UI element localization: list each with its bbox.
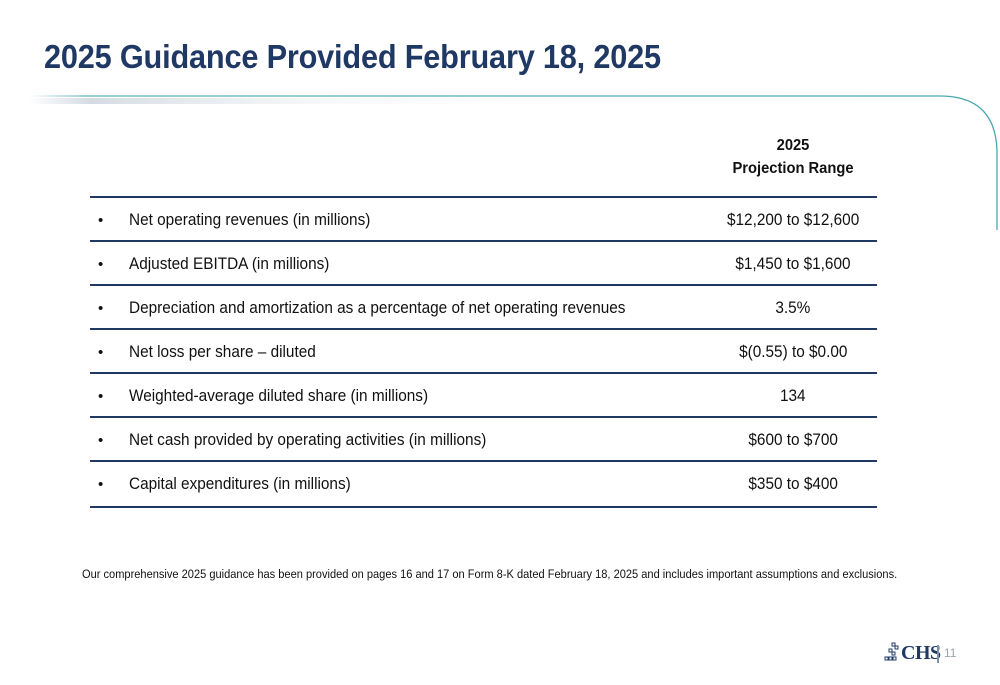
chs-logo-building-icon [884,642,899,661]
column-header-label: Projection Range [732,160,854,177]
table-row: • Net cash provided by operating activit… [90,416,877,460]
logo-divider [937,645,939,663]
row-label: Net cash provided by operating activitie… [129,431,487,449]
row-label: Net loss per share – diluted [129,343,316,361]
bullet: • [98,212,104,229]
row-value: $(0.55) to $0.00 [738,343,848,361]
bullet: • [98,344,104,361]
row-value: 134 [780,387,806,405]
table-row: • Depreciation and amortization as a per… [90,284,877,328]
row-label: Weighted-average diluted share (in milli… [129,387,429,405]
chs-logo-text: CHS [901,642,941,664]
row-label: Adjusted EBITDA (in millions) [129,255,330,273]
slide-title: 2025 Guidance Provided February 18, 2025 [44,38,661,75]
row-label: Capital expenditures (in millions) [129,475,351,493]
table-row: • Net loss per share – diluted $(0.55) t… [90,328,877,372]
table-row: • Weighted-average diluted share (in mil… [90,372,877,416]
table-row: • Net operating revenues (in millions) $… [90,196,877,240]
column-header-projection-range: 2025 Projection Range [700,134,886,180]
row-label: Depreciation and amortization as a perce… [129,299,626,317]
table-row: • Capital expenditures (in millions) $35… [90,460,877,508]
bullet: • [98,256,104,273]
row-value: $600 to $700 [748,431,838,449]
bullet: • [98,388,104,405]
row-value: $12,200 to $12,600 [726,211,860,229]
row-value: $350 to $400 [748,475,838,493]
footnote: Our comprehensive 2025 guidance has been… [82,567,898,581]
bullet: • [98,300,104,317]
page-number: 11 [944,646,957,660]
guidance-table: • Net operating revenues (in millions) $… [90,196,877,508]
bullet: • [98,476,104,493]
row-value: 3.5% [775,299,811,317]
row-value: $1,450 to $1,600 [735,255,851,273]
row-label: Net operating revenues (in millions) [129,211,371,229]
table-row: • Adjusted EBITDA (in millions) $1,450 t… [90,240,877,284]
bullet: • [98,432,104,449]
title-underline-decoration [30,95,998,230]
column-header-year: 2025 [776,137,810,154]
